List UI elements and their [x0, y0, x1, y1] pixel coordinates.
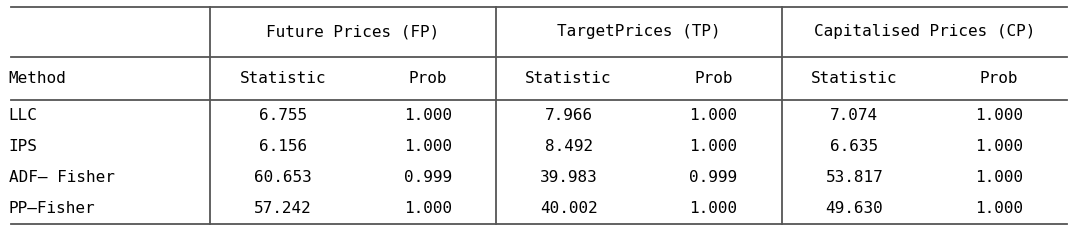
Text: 0.999: 0.999	[403, 170, 452, 185]
Text: 1.000: 1.000	[975, 108, 1023, 123]
Text: 0.999: 0.999	[689, 170, 737, 185]
Text: 6.156: 6.156	[259, 139, 307, 154]
Text: Capitalised Prices (CP): Capitalised Prices (CP)	[814, 24, 1035, 39]
Text: 6.635: 6.635	[830, 139, 879, 154]
Text: Statistic: Statistic	[525, 71, 612, 86]
Text: 7.966: 7.966	[544, 108, 593, 123]
Text: 57.242: 57.242	[254, 201, 312, 216]
Text: IPS: IPS	[9, 139, 38, 154]
Text: 53.817: 53.817	[826, 170, 883, 185]
Text: 6.755: 6.755	[259, 108, 307, 123]
Text: ADF– Fisher: ADF– Fisher	[9, 170, 114, 185]
Text: 1.000: 1.000	[403, 139, 452, 154]
Text: 1.000: 1.000	[689, 139, 737, 154]
Text: 49.630: 49.630	[826, 201, 883, 216]
Text: Statistic: Statistic	[811, 71, 898, 86]
Text: Statistic: Statistic	[239, 71, 327, 86]
Text: 39.983: 39.983	[540, 170, 597, 185]
Text: 40.002: 40.002	[540, 201, 597, 216]
Text: 1.000: 1.000	[689, 108, 737, 123]
Text: Prob: Prob	[980, 71, 1019, 86]
Text: 1.000: 1.000	[403, 201, 452, 216]
Text: Method: Method	[9, 71, 67, 86]
Text: 1.000: 1.000	[689, 201, 737, 216]
Text: Future Prices (FP): Future Prices (FP)	[266, 24, 440, 39]
Text: 60.653: 60.653	[254, 170, 312, 185]
Text: 8.492: 8.492	[544, 139, 593, 154]
Text: 1.000: 1.000	[403, 108, 452, 123]
Text: 1.000: 1.000	[975, 139, 1023, 154]
Text: Prob: Prob	[409, 71, 447, 86]
Text: 1.000: 1.000	[975, 170, 1023, 185]
Text: TargetPrices (TP): TargetPrices (TP)	[557, 24, 720, 39]
Text: PP–Fisher: PP–Fisher	[9, 201, 95, 216]
Text: 7.074: 7.074	[830, 108, 879, 123]
Text: LLC: LLC	[9, 108, 38, 123]
Text: Prob: Prob	[694, 71, 733, 86]
Text: 1.000: 1.000	[975, 201, 1023, 216]
